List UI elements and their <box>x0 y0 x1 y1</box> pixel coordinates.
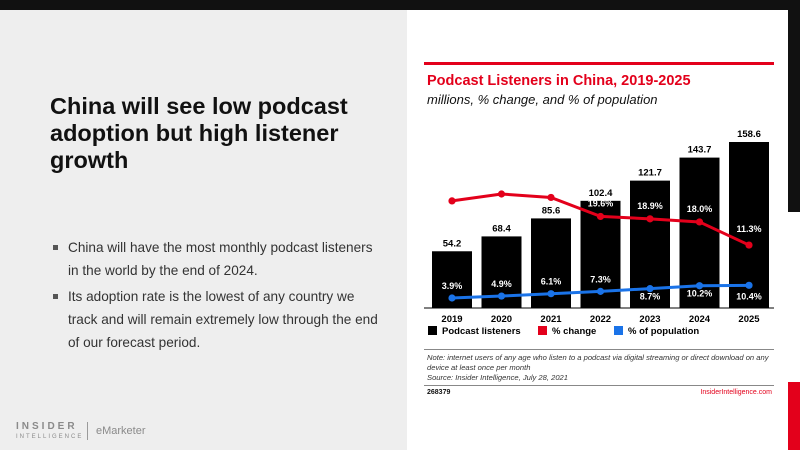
legend-swatch <box>428 326 437 335</box>
pct-change-point <box>497 190 506 198</box>
pct-population-point <box>596 287 605 295</box>
insider-intelligence-logo: INSIDER INTELLIGENCE <box>16 422 83 442</box>
right-edge-accent <box>788 382 800 450</box>
chart-title: Podcast Listeners in China, 2019-2025 <box>427 73 691 89</box>
pct-change-label: 18.9% <box>637 201 663 211</box>
pct-population-point <box>547 290 555 298</box>
pct-change-point <box>547 193 555 202</box>
logo-divider <box>87 422 88 440</box>
chart-svg: 54.2 2019 68.4 2020 85.6 2021 102.4 2022 121.7 20… <box>424 129 774 337</box>
logo-primary-text: INSIDER <box>16 421 78 432</box>
pct-change-point <box>745 241 753 249</box>
legend-label: Podcast listeners <box>442 326 521 337</box>
bullet-text: Its adoption rate is the lowest of any c… <box>68 289 378 350</box>
bullet-item: Its adoption rate is the lowest of any c… <box>50 285 380 354</box>
pct-population-point <box>695 282 704 290</box>
chart-site-link[interactable]: InsiderIntelligence.com <box>700 389 772 396</box>
logo-secondary-text: INTELLIGENCE <box>16 434 84 440</box>
chart-top-rule <box>424 62 774 65</box>
pct-change-point <box>646 215 654 223</box>
legend-swatch <box>538 326 547 335</box>
bar-value-label: 143.7 <box>688 145 712 156</box>
pct-change-point <box>695 218 704 226</box>
pct-change-label: 24.1% <box>439 210 465 220</box>
chart-source: Source: Insider Intelligence, July 28, 2… <box>427 373 568 382</box>
right-edge-bar <box>788 10 800 212</box>
chart-note-block: Note: internet users of any age who list… <box>427 353 772 383</box>
pct-change-point <box>448 197 456 205</box>
pct-population-label: 10.2% <box>687 289 713 299</box>
bar-value-label: 158.6 <box>737 129 761 140</box>
pct-population-label: 4.9% <box>491 279 512 289</box>
pct-population-point <box>497 292 506 300</box>
bullet-icon <box>53 245 58 250</box>
pct-change-label: 26.1% <box>489 176 515 186</box>
footer-divider <box>424 385 774 386</box>
bar-value-label: 54.2 <box>443 238 462 249</box>
x-tick-label: 2022 <box>590 314 611 325</box>
pct-population-point <box>646 285 654 293</box>
pct-population-point <box>448 294 456 302</box>
x-tick-label: 2025 <box>738 314 760 325</box>
left-panel <box>0 10 407 450</box>
pct-change-label: 11.3% <box>736 224 761 234</box>
x-tick-label: 2021 <box>540 314 562 325</box>
x-tick-label: 2023 <box>639 314 660 325</box>
chart-subtitle: millions, % change, and % of population <box>427 92 658 107</box>
legend-label: % of population <box>628 326 699 337</box>
x-tick-label: 2020 <box>491 314 512 325</box>
bar-value-label: 102.4 <box>589 188 613 199</box>
top-bar <box>0 0 800 10</box>
bullet-text: China will have the most monthly podcast… <box>68 240 373 278</box>
slide-headline: China will see low podcast adoption but … <box>50 93 348 173</box>
note-divider <box>424 349 774 350</box>
chart-note: Note: internet users of any age who list… <box>427 353 769 372</box>
pct-population-label: 3.9% <box>442 281 463 291</box>
pct-change-label: 19.6% <box>588 198 614 208</box>
legend-label: % change <box>552 326 596 337</box>
bar-2025 <box>729 142 769 308</box>
chart-card: Podcast Listeners in China, 2019-2025 mi… <box>424 62 774 402</box>
chart-id: 268379 <box>427 389 451 396</box>
pct-change-point <box>596 212 605 221</box>
x-tick-label: 2024 <box>689 314 711 325</box>
pct-population-label: 8.7% <box>640 292 661 302</box>
pct-change-label: 18.0% <box>687 204 713 214</box>
pct-population-label: 6.1% <box>541 277 562 287</box>
bar-value-label: 68.4 <box>492 223 511 234</box>
bar-value-label: 85.6 <box>542 205 561 216</box>
legend-swatch <box>614 326 623 335</box>
pct-population-label: 10.4% <box>736 291 762 301</box>
emarketer-logo: eMarketer <box>96 425 146 437</box>
bar-value-label: 121.7 <box>638 168 662 179</box>
pct-population-label: 7.3% <box>590 274 611 284</box>
bullet-item: China will have the most monthly podcast… <box>50 236 380 282</box>
x-tick-label: 2019 <box>441 314 462 325</box>
pct-population-point <box>745 281 753 289</box>
bullet-icon <box>53 294 58 299</box>
pct-change-label: 25.1% <box>538 179 564 189</box>
bullet-list: China will have the most monthly podcast… <box>50 236 380 357</box>
